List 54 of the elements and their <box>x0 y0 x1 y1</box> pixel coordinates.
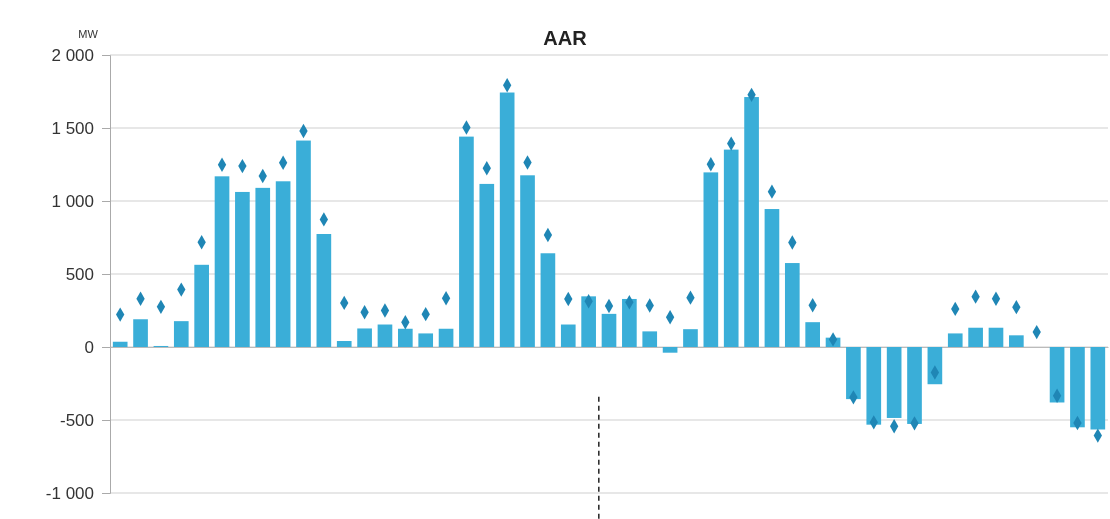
bar <box>235 191 250 347</box>
bar <box>622 298 637 347</box>
bar <box>316 234 332 347</box>
bar <box>418 333 434 347</box>
bar <box>357 328 372 347</box>
bar <box>907 347 922 424</box>
bar <box>479 183 495 347</box>
bar <box>377 324 393 347</box>
bar <box>642 331 658 347</box>
bar <box>846 347 861 400</box>
bar <box>560 324 576 347</box>
bar <box>255 187 271 347</box>
y-tick-label: -1 000 <box>45 483 94 503</box>
y-tick-label: -500 <box>59 410 94 430</box>
bar <box>683 329 698 347</box>
bar <box>296 140 311 347</box>
bar <box>194 264 209 347</box>
bar <box>1090 347 1106 430</box>
y-tick-label: 500 <box>65 264 94 284</box>
bar <box>499 92 515 347</box>
bar <box>968 327 983 347</box>
bar <box>214 176 230 347</box>
bar <box>275 181 291 347</box>
bar <box>1009 335 1024 347</box>
bar <box>540 253 556 347</box>
chart-title: AAR <box>543 27 588 49</box>
bar <box>112 341 128 347</box>
bar <box>703 172 719 347</box>
bar <box>459 136 474 347</box>
bar <box>438 328 454 347</box>
bar <box>1070 347 1085 428</box>
bar <box>601 313 617 347</box>
bar <box>662 347 678 353</box>
bar <box>784 263 800 347</box>
bar <box>988 327 1004 347</box>
bar <box>886 347 902 418</box>
y-tick-label: 0 <box>84 337 94 357</box>
bar <box>947 333 963 347</box>
bar <box>866 347 882 425</box>
bar <box>764 209 780 347</box>
bar <box>336 341 352 347</box>
bar <box>1049 347 1065 403</box>
bar <box>520 175 535 347</box>
bar <box>173 321 189 347</box>
y-axis-title: MW <box>78 28 99 40</box>
bar <box>397 328 413 347</box>
bar <box>133 319 148 347</box>
y-tick-label: 1 500 <box>51 118 94 138</box>
y-tick-label: 2 000 <box>51 45 94 65</box>
y-tick-label: 1 000 <box>51 191 94 211</box>
bar <box>805 322 821 347</box>
bar <box>744 97 759 347</box>
bar <box>723 149 739 347</box>
bar <box>581 296 596 347</box>
